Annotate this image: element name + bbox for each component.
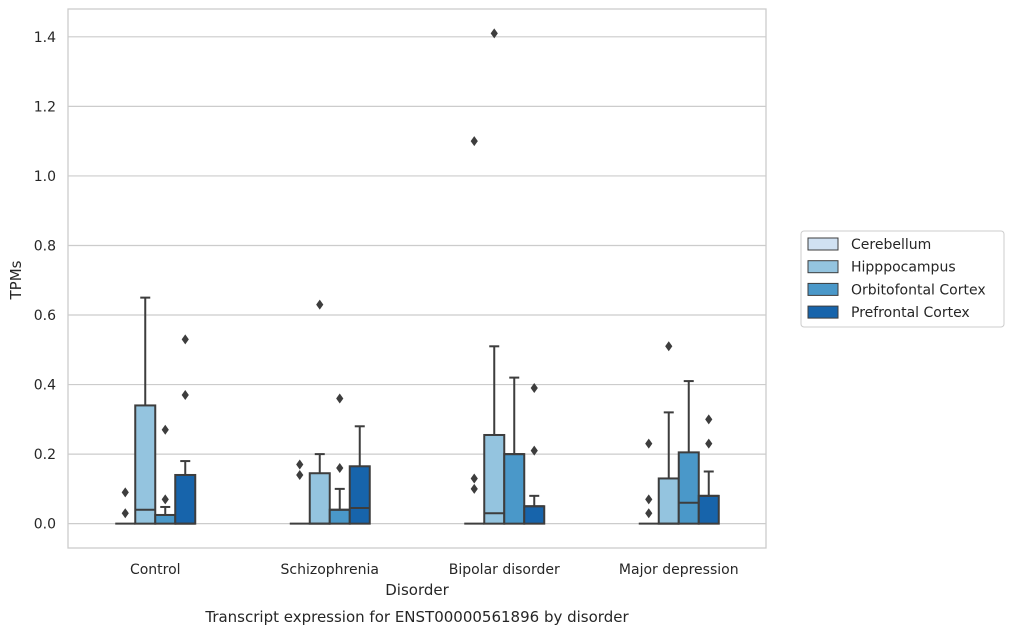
legend-swatch <box>807 260 839 274</box>
outlier-marker <box>490 28 498 39</box>
y-tick-label: 0.6 <box>34 308 56 324</box>
outlier-marker <box>336 393 344 404</box>
box <box>174 473 197 525</box>
box <box>328 508 351 525</box>
y-tick-label: 0.2 <box>34 447 56 463</box>
outlier-marker <box>470 473 478 484</box>
y-tick-label: 1.0 <box>34 169 56 185</box>
outlier-marker <box>530 383 538 394</box>
outlier-marker <box>161 494 169 505</box>
plot-area-frame <box>67 8 767 549</box>
x-tick-label: Schizophrenia <box>281 562 379 578</box>
y-tick-label: 1.2 <box>34 99 56 115</box>
outlier-marker <box>181 389 189 400</box>
outlier-marker <box>336 463 344 474</box>
box <box>348 465 371 525</box>
chart-title: Transcript expression for ENST0000056189… <box>204 608 629 626</box>
y-axis-ticks: 0.0 0.2 0.4 0.6 0.8 1.0 1.2 1.4 <box>34 30 56 533</box>
outlier-marker <box>645 508 653 519</box>
x-tick-label: Major depression <box>619 562 739 578</box>
x-tick-label: Bipolar disorder <box>449 562 560 578</box>
box <box>134 404 157 525</box>
outlier-marker <box>121 487 129 498</box>
outlier-marker <box>121 508 129 519</box>
y-tick-label: 0.4 <box>34 378 56 394</box>
outlier-marker <box>645 438 653 449</box>
y-axis-label: TPMs <box>7 260 25 300</box>
outlier-marker <box>705 414 713 425</box>
box <box>483 433 506 525</box>
outlier-marker <box>705 438 713 449</box>
outlier-marker <box>316 299 324 310</box>
outlier-marker <box>530 445 538 456</box>
legend-swatch <box>807 282 839 296</box>
x-tick-label: Control <box>130 562 181 578</box>
gridlines <box>68 36 766 525</box>
x-axis-ticks: Control Schizophrenia Bipolar disorder Majo… <box>130 562 739 578</box>
outlier-marker <box>470 483 478 494</box>
legend-swatch <box>807 305 839 319</box>
legend-label: Cerebellum <box>851 237 931 253</box>
outlier-marker <box>296 459 304 470</box>
box <box>677 451 700 525</box>
box <box>523 505 546 525</box>
box <box>697 494 720 525</box>
legend-swatch <box>807 237 839 251</box>
outlier-marker <box>161 424 169 435</box>
outlier-marker <box>181 334 189 345</box>
legend-label: Hipppocampus <box>851 260 956 276</box>
legend-label: Prefrontal Cortex <box>851 305 970 321</box>
x-axis-label: Disorder <box>385 581 449 599</box>
outlier-marker <box>296 469 304 480</box>
outlier-marker <box>665 341 673 352</box>
outlier-marker <box>470 136 478 147</box>
legend-label: Orbitofontal Cortex <box>851 282 986 298</box>
legend: Cerebellum Hipppocampus Orbitofontal Corte… <box>800 230 1005 328</box>
box <box>657 477 680 525</box>
y-tick-label: 1.4 <box>34 30 56 46</box>
y-tick-label: 0.0 <box>34 517 56 533</box>
legend-frame <box>800 230 1005 328</box>
y-tick-label: 0.8 <box>34 238 56 254</box>
outlier-marker <box>645 494 653 505</box>
box <box>308 472 331 525</box>
box-series <box>115 28 720 525</box>
box <box>154 513 177 525</box>
box <box>503 453 526 525</box>
